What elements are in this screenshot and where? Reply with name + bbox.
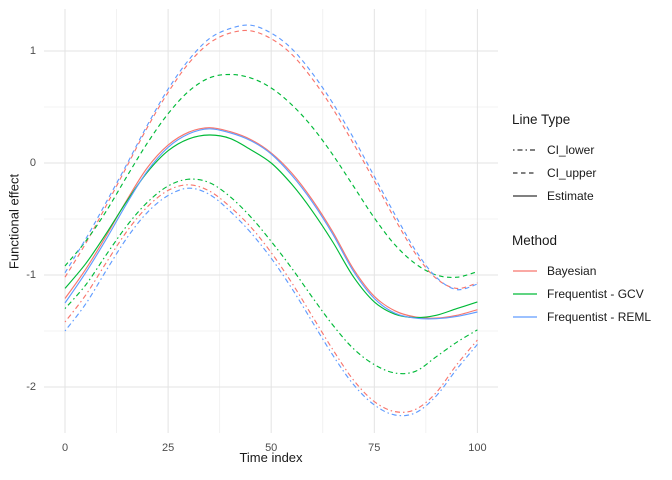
legend-title-line-type: Line Type [512,112,571,127]
x-tick-label-100: 100 [468,442,487,454]
x-tick-label-50: 50 [265,442,278,454]
solid-line-icon [513,194,537,197]
series-Frequentist---GCV-CI_lower [64,178,478,375]
legend-item-estimate: Estimate [512,184,670,207]
x-tick-label-75: 75 [368,442,381,454]
series-Bayesian-Estimate [64,127,478,319]
legend-item-ci-upper: CI_upper [512,161,670,184]
legend-label-estimate: Estimate [547,188,594,203]
dashed-line-icon [513,171,537,174]
x-tick-label-25: 25 [161,442,175,454]
y-tick-label-1: 1 [29,45,36,57]
x-axis-title: Time index [239,450,303,465]
y-tick-label-0: 0 [29,157,36,169]
series-Frequentist---REML-CI_upper [64,24,478,291]
legend-label-frequentist-gcv: Frequentist - GCV [547,286,644,301]
legend-item-bayesian: Bayesian [512,259,670,282]
legend-label-bayesian: Bayesian [547,263,597,278]
legend-label-ci-upper: CI_upper [547,165,597,180]
legend-item-frequentist-reml: Frequentist - REML [512,305,670,328]
series-Frequentist---GCV-CI_upper [64,73,478,278]
bayesian-color-line-icon [513,269,537,272]
series-Bayesian-CI_upper [64,29,478,290]
series-Frequentist---REML-CI_lower [64,187,478,417]
legend-title-method: Method [512,233,558,248]
series-Frequentist---REML-Estimate [64,128,478,320]
series-Bayesian-CI_lower [64,184,478,413]
y-tick-label--1: -1 [26,269,36,281]
reml-color-line-icon [513,315,537,318]
legend: Line Type CI_lower CI_upper Estimate Met… [512,112,670,328]
y-tick-label--2: -2 [26,381,36,393]
legend-item-frequentist-gcv: Frequentist - GCV [512,282,670,305]
x-tick-label-0: 0 [61,442,69,454]
y-axis-title: Functional effect [6,173,22,270]
dotdash-line-icon [513,148,537,151]
legend-label-ci-lower: CI_lower [547,142,595,157]
gcv-color-line-icon [513,292,537,295]
legend-item-ci-lower: CI_lower [512,138,670,161]
legend-label-frequentist-reml: Frequentist - REML [547,309,652,324]
